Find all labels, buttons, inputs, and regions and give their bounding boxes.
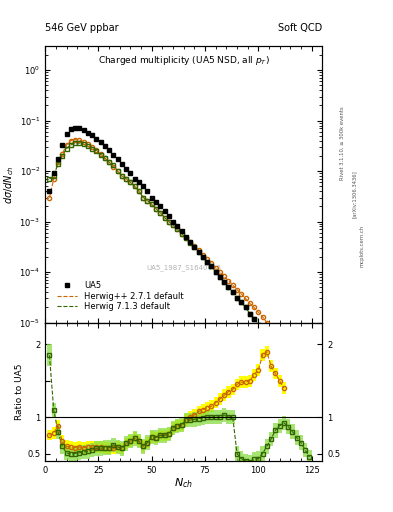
Text: UA5_1987_S1640666: UA5_1987_S1640666 [146, 264, 221, 271]
Herwig 7.1.3 default [47, 176, 52, 182]
Herwig 7.1.3 default [200, 254, 205, 260]
UA5 [184, 233, 188, 240]
UA5 [51, 170, 56, 177]
Herwig++ 2.7.1 default [226, 278, 231, 284]
Herwig 7.1.3 default [162, 215, 167, 221]
Y-axis label: $d\sigma/dN_{ch}$: $d\sigma/dN_{ch}$ [3, 165, 17, 204]
Text: 546 GeV ppbar: 546 GeV ppbar [45, 23, 119, 33]
Herwig++ 2.7.1 default [47, 195, 52, 201]
Text: mcplots.cern.ch: mcplots.cern.ch [360, 225, 365, 267]
UA5 [137, 179, 141, 185]
Text: Rivet 3.1.10, ≥ 300k events: Rivet 3.1.10, ≥ 300k events [340, 106, 345, 180]
Text: Charged multiplicity (UA5 NSD, all $p_T$): Charged multiplicity (UA5 NSD, all $p_T$… [98, 54, 270, 68]
Herwig++ 2.7.1 default [162, 215, 167, 221]
UA5 [205, 259, 209, 265]
UA5 [73, 125, 77, 131]
UA5 [196, 249, 201, 255]
Text: Soft QCD: Soft QCD [278, 23, 322, 33]
UA5 [47, 188, 52, 194]
Herwig 7.1.3 default [184, 235, 188, 241]
Herwig++ 2.7.1 default [184, 234, 188, 241]
Legend: UA5, Herwig++ 2.7.1 default, Herwig 7.1.3 default: UA5, Herwig++ 2.7.1 default, Herwig 7.1.… [55, 279, 185, 313]
Herwig++ 2.7.1 default [316, 383, 320, 389]
UA5 [281, 361, 286, 367]
X-axis label: $N_{ch}$: $N_{ch}$ [174, 476, 193, 490]
Herwig 7.1.3 default [85, 143, 90, 150]
Herwig++ 2.7.1 default [73, 137, 77, 143]
UA5 [230, 289, 235, 295]
Line: UA5: UA5 [47, 125, 286, 367]
Y-axis label: Ratio to UA5: Ratio to UA5 [15, 364, 24, 420]
Line: Herwig 7.1.3 default: Herwig 7.1.3 default [50, 143, 318, 426]
Herwig++ 2.7.1 default [85, 141, 90, 147]
Herwig++ 2.7.1 default [222, 273, 227, 280]
Herwig 7.1.3 default [222, 279, 227, 285]
Text: [arXiv:1306.3436]: [arXiv:1306.3436] [352, 170, 357, 219]
Herwig 7.1.3 default [316, 423, 320, 429]
Herwig 7.1.3 default [226, 284, 231, 290]
Herwig 7.1.3 default [73, 140, 77, 146]
Line: Herwig++ 2.7.1 default: Herwig++ 2.7.1 default [50, 140, 318, 386]
Herwig++ 2.7.1 default [200, 252, 205, 258]
